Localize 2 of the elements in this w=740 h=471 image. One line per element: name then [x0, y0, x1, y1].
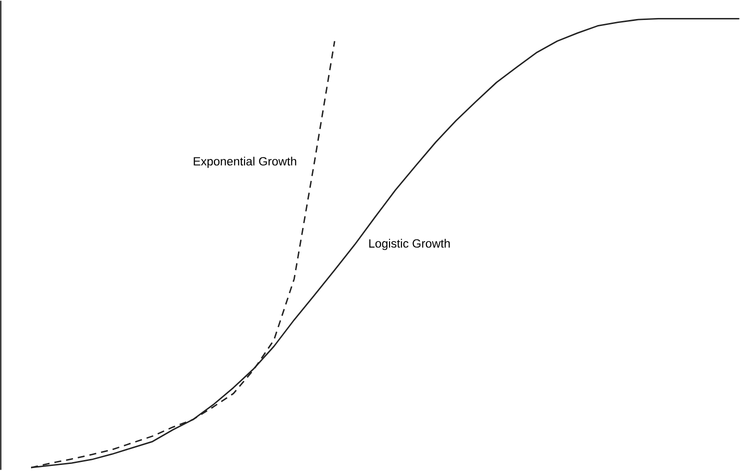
series-label: Exponential Growth	[194, 156, 296, 168]
series-label: Logistic Growth	[369, 239, 450, 250]
